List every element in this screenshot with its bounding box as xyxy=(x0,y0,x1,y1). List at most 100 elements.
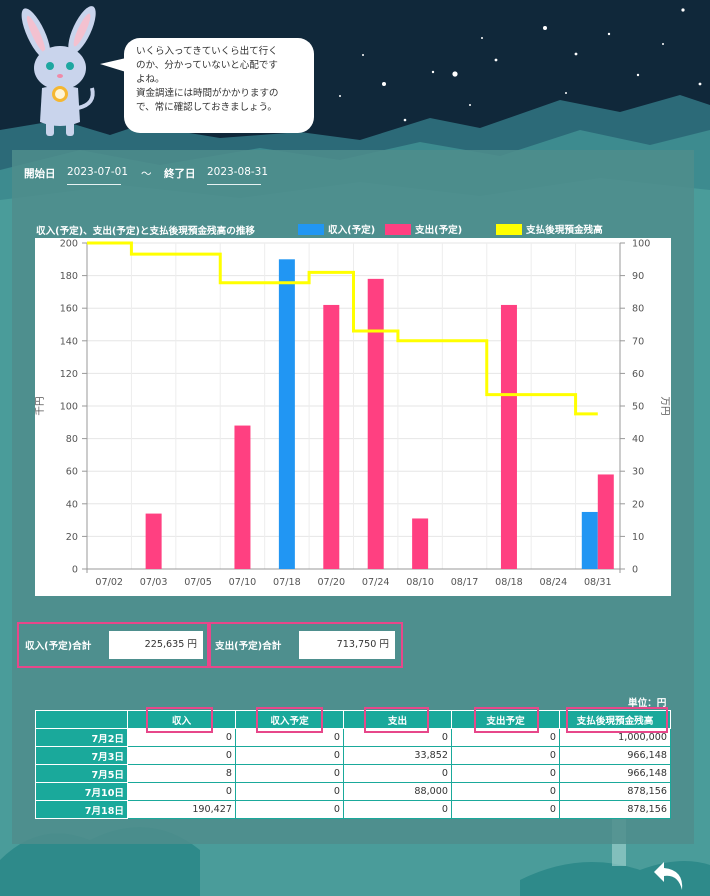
legend-expense: 支出(予定) xyxy=(385,222,462,236)
unit-label: 単位：円 xyxy=(628,698,667,709)
header-expense-label: 支出 xyxy=(387,715,408,727)
income-bar xyxy=(581,511,598,569)
expense-total-box: 支出(予定)合計 713,750 円 xyxy=(209,622,403,668)
table-row: 7月5日 8 0 0 0 966,148 xyxy=(35,764,671,783)
expense-bar xyxy=(597,474,614,569)
cell-income-planned: 0 xyxy=(235,800,344,819)
expense-bar xyxy=(412,518,429,569)
expense-total-label: 支出(予定)合計 xyxy=(215,641,282,652)
header-income[interactable]: 収入 xyxy=(127,707,236,733)
table-row: 7月3日 0 0 33,852 0 966,148 xyxy=(35,746,671,765)
cell-income-planned: 0 xyxy=(235,764,344,783)
x-tick-label: 07/05 xyxy=(184,577,212,588)
expense-bar xyxy=(500,304,517,569)
y-left-tick-label: 40 xyxy=(66,499,78,510)
back-arrow-icon[interactable] xyxy=(650,856,690,894)
cell-income: 0 xyxy=(127,746,236,765)
x-tick-label: 08/18 xyxy=(495,577,523,588)
header-income-planned[interactable]: 収入予定 xyxy=(235,707,344,733)
cell-expense: 0 xyxy=(343,764,452,783)
cell-expense-planned: 0 xyxy=(451,746,560,765)
y-right-tick-label: 30 xyxy=(632,467,644,478)
row-date: 7月2日 xyxy=(35,728,128,747)
cell-expense-planned: 0 xyxy=(451,800,560,819)
row-date: 7月18日 xyxy=(35,800,128,819)
x-tick-label: 08/24 xyxy=(540,577,568,588)
y-left-tick-label: 80 xyxy=(66,434,78,445)
header-expense-planned-label: 支出予定 xyxy=(486,715,525,727)
cell-balance: 1,000,000 xyxy=(559,728,671,747)
end-date-field[interactable]: 2023-08-31 xyxy=(207,166,268,185)
y-left-tick-label: 0 xyxy=(72,565,78,576)
cell-balance: 878,156 xyxy=(559,782,671,801)
cell-expense: 88,000 xyxy=(343,782,452,801)
legend-balance: 支払後現預金残高 xyxy=(496,222,603,236)
cell-balance: 966,148 xyxy=(559,764,671,783)
legend-income-swatch xyxy=(298,224,324,235)
cell-expense-planned: 0 xyxy=(451,728,560,747)
legend-expense-swatch xyxy=(385,224,411,235)
income-total-label: 収入(予定)合計 xyxy=(25,641,92,652)
row-date: 7月3日 xyxy=(35,746,128,765)
legend-expense-label: 支出(予定) xyxy=(415,225,463,236)
header-income-label: 収入 xyxy=(171,715,192,727)
y-left-tick-label: 140 xyxy=(60,336,78,347)
y-right-tick-label: 70 xyxy=(632,336,644,347)
header-expense-planned[interactable]: 支出予定 xyxy=(451,707,560,733)
start-date-label: 開始日 xyxy=(24,168,56,180)
x-tick-label: 07/02 xyxy=(95,577,123,588)
header-date xyxy=(35,710,128,729)
income-total-field: 225,635 円 xyxy=(109,631,203,659)
cell-income-planned: 0 xyxy=(235,746,344,765)
cell-income: 190,427 xyxy=(127,800,236,819)
income-bar xyxy=(278,259,295,569)
y-left-tick-label: 60 xyxy=(66,467,78,478)
cell-expense: 33,852 xyxy=(343,746,452,765)
table-row: 7月18日 190,427 0 0 0 878,156 xyxy=(35,800,671,819)
y-right-tick-label: 0 xyxy=(632,565,638,576)
y-right-tick-label: 40 xyxy=(632,434,644,445)
x-tick-label: 07/20 xyxy=(317,577,345,588)
cell-expense: 0 xyxy=(343,728,452,747)
table-header-row: 収入 収入予定 支出 支出予定 支払後現預金残高 xyxy=(35,707,671,733)
cashflow-table: 収入 収入予定 支出 支出予定 支払後現預金残高 7月2日 0 0 0 0 1,… xyxy=(35,707,671,819)
y-left-tick-label: 160 xyxy=(60,304,78,315)
cashflow-chart: 0 20 40 60 80 100 120 140 160 180 200 0 10 20 30 40 50 60… xyxy=(35,239,670,589)
table-row: 7月10日 0 0 88,000 0 878,156 xyxy=(35,782,671,801)
x-tick-label: 07/03 xyxy=(140,577,168,588)
y-left-axis-title: 千円 xyxy=(35,396,46,415)
y-right-tick-label: 90 xyxy=(632,271,644,282)
header-balance[interactable]: 支払後現預金残高 xyxy=(559,707,671,733)
expense-bar xyxy=(323,304,340,569)
balance-step-line xyxy=(87,241,598,416)
income-total-box: 収入(予定)合計 225,635 円 xyxy=(17,622,209,668)
y-right-tick-label: 100 xyxy=(632,239,650,250)
x-tick-label: 08/10 xyxy=(406,577,434,588)
legend-balance-label: 支払後現預金残高 xyxy=(526,225,603,236)
cell-income: 8 xyxy=(127,764,236,783)
speech-bubble: いくら入ってきていくら出て行く のか、分かっていないと心配です よね。 資金調達… xyxy=(124,38,314,133)
y-right-tick-label: 10 xyxy=(632,532,644,543)
header-expense[interactable]: 支出 xyxy=(343,707,452,733)
y-right-tick-label: 80 xyxy=(632,304,644,315)
speech-bubble-tail xyxy=(100,58,126,72)
expense-bar xyxy=(145,513,162,569)
expense-bar xyxy=(234,425,251,569)
x-tick-label: 07/24 xyxy=(362,577,390,588)
cell-income-planned: 0 xyxy=(235,782,344,801)
header-balance-label: 支払後現預金残高 xyxy=(576,715,654,727)
x-tick-label: 08/17 xyxy=(451,577,479,588)
rabbit-mascot-icon xyxy=(21,6,96,136)
start-date-field[interactable]: 2023-07-01 xyxy=(67,166,128,185)
table-row: 7月2日 0 0 0 0 1,000,000 xyxy=(35,728,671,747)
cell-balance: 878,156 xyxy=(559,800,671,819)
header-income-planned-label: 収入予定 xyxy=(270,715,309,727)
cell-income: 0 xyxy=(127,782,236,801)
y-left-tick-label: 200 xyxy=(60,239,78,250)
y-right-axis-title: 万円 xyxy=(659,396,670,415)
x-tick-label: 07/10 xyxy=(229,577,257,588)
legend-income-label: 収入(予定) xyxy=(328,225,376,236)
expense-total-field: 713,750 円 xyxy=(299,631,395,659)
y-left-tick-label: 100 xyxy=(60,402,78,413)
y-right-tick-label: 20 xyxy=(632,499,644,510)
